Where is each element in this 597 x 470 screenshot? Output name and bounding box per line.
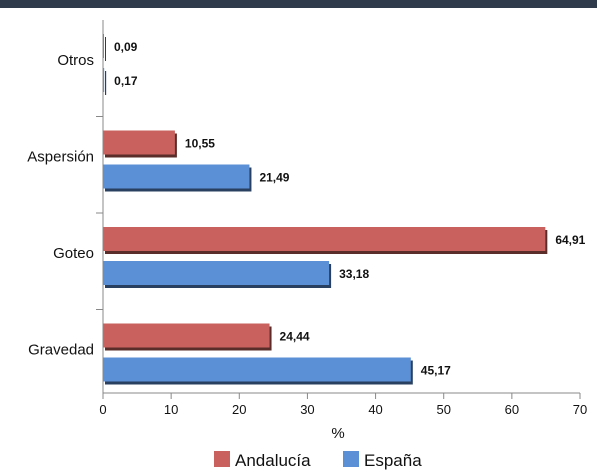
bar — [103, 130, 175, 155]
data-label: 10,55 — [185, 137, 215, 151]
legend-label: España — [364, 451, 422, 470]
x-tick-label: 0 — [99, 402, 106, 417]
x-tick-label: 40 — [368, 402, 382, 417]
header-strip — [0, 0, 597, 8]
bar — [103, 227, 546, 251]
bar — [103, 164, 250, 189]
x-tick-label: 10 — [164, 402, 178, 417]
bars-layer: 0,09 0,17 10,55 21,49 64,91 33,18 24,44 45,17 — [103, 34, 586, 385]
category-labels: Otros Aspersión Goteo Gravedad — [27, 52, 103, 359]
data-label: 24,44 — [280, 330, 310, 344]
legend-swatch — [343, 451, 359, 467]
bar-shadow — [105, 37, 106, 61]
x-tick-label: 50 — [436, 402, 450, 417]
category-label: Gravedad — [28, 342, 94, 359]
x-axis — [102, 20, 580, 394]
legend: Andalucía España — [214, 451, 422, 470]
x-tick-label: 20 — [232, 402, 246, 417]
data-label: 0,09 — [114, 40, 138, 54]
legend-label: Andalucía — [235, 451, 311, 470]
data-label: 64,91 — [555, 233, 585, 247]
x-tick-label: 30 — [300, 402, 314, 417]
data-label: 33,18 — [339, 267, 369, 281]
bar — [103, 261, 330, 285]
x-axis-title: % — [331, 425, 344, 442]
data-label: 0,17 — [114, 74, 138, 88]
category-label: Otros — [57, 52, 94, 69]
data-label: 45,17 — [421, 364, 451, 378]
x-tick-label: 60 — [505, 402, 519, 417]
bar — [103, 323, 270, 348]
bar-shadow — [105, 71, 107, 95]
data-label: 21,49 — [259, 171, 289, 185]
bar — [103, 357, 411, 382]
legend-swatch — [214, 451, 230, 467]
x-tick-label: 70 — [573, 402, 587, 417]
category-label: Goteo — [53, 245, 94, 262]
bar — [103, 68, 105, 92]
x-ticks: 0 10 20 30 40 50 60 70 — [99, 393, 587, 417]
category-label: Aspersión — [27, 149, 94, 166]
